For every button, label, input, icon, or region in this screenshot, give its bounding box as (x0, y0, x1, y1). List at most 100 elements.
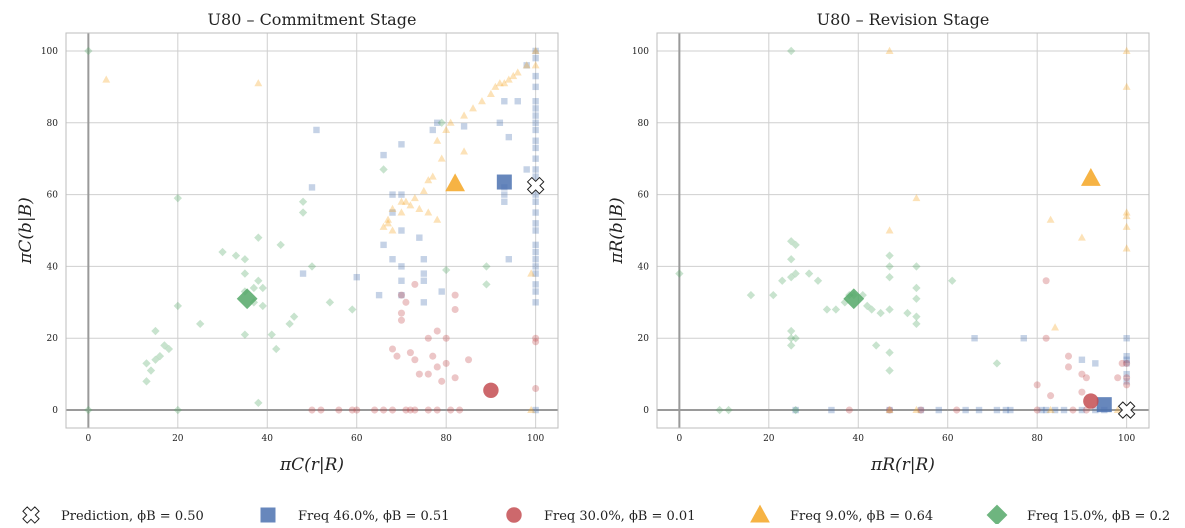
data-point (424, 370, 432, 378)
data-point (348, 305, 357, 314)
x-tick-label: 20 (172, 434, 184, 444)
data-point (371, 406, 379, 414)
data-point (532, 334, 540, 342)
data-point (886, 406, 893, 414)
data-point (787, 46, 796, 56)
legend: Prediction, ϕB = 0.50 Freq 46.0%, ϕB = 0.… (22, 504, 1170, 526)
y-tick-label: 60 (638, 191, 650, 201)
mean-marker-s2 (1083, 393, 1099, 409)
legend-label: Freq 9.0%, ϕB = 0.64 (790, 509, 933, 524)
series-s3 (885, 46, 1131, 414)
x-tick-label: 20 (763, 434, 775, 444)
legend-item-s1: Freq 46.0%, ϕB = 0.51 (260, 507, 449, 524)
data-point (948, 276, 957, 285)
data-point (379, 222, 388, 230)
data-point (451, 305, 459, 314)
data-point (384, 219, 392, 227)
data-point (912, 194, 921, 202)
data-point (420, 270, 428, 277)
data-point (437, 118, 446, 127)
data-point (397, 316, 405, 324)
data-point (397, 197, 406, 205)
data-point (1002, 406, 1010, 414)
data-point (1123, 335, 1130, 342)
data-point (388, 345, 397, 353)
data-point (1122, 208, 1131, 216)
data-point (903, 308, 912, 318)
data-point (858, 290, 867, 300)
legend-marker (22, 506, 40, 524)
data-point (491, 82, 500, 90)
data-point (1064, 363, 1073, 371)
mean-marker-s1 (496, 174, 512, 190)
data-point (218, 247, 227, 257)
data-point (196, 319, 205, 329)
data-point (402, 298, 410, 306)
data-point (424, 406, 432, 414)
data-point (532, 105, 539, 112)
data-point (420, 277, 428, 284)
data-point (433, 406, 441, 414)
data-point (406, 406, 414, 414)
data-point (442, 125, 451, 133)
data-point (1123, 360, 1130, 367)
data-point (388, 204, 397, 212)
data-point (151, 326, 160, 336)
data-point (240, 255, 250, 264)
data-point (1064, 352, 1073, 360)
data-point (885, 262, 894, 271)
data-point (420, 256, 428, 263)
data-point (353, 273, 360, 281)
data-point (380, 406, 388, 414)
data-point (1078, 388, 1086, 396)
data-point (975, 406, 983, 414)
data-point (532, 209, 539, 216)
data-point (1123, 352, 1130, 360)
data-point (1122, 211, 1131, 220)
x-tick-label: 40 (262, 434, 274, 444)
data-point (308, 184, 316, 191)
data-point (389, 191, 396, 198)
legend-item-s4: Freq 15.0%, ϕB = 0.2 (986, 504, 1170, 526)
data-point (1122, 244, 1131, 252)
grid (66, 33, 558, 428)
data-point (1020, 335, 1027, 342)
series-s2 (845, 277, 1131, 414)
data-point (84, 46, 93, 56)
x-tick-label: 40 (853, 434, 865, 444)
data-point (398, 191, 405, 198)
data-point (388, 226, 397, 234)
data-point (317, 406, 325, 414)
data-point (249, 283, 259, 293)
data-point (863, 301, 872, 311)
series-s3 (102, 46, 540, 414)
data-point (885, 366, 894, 375)
legend-marker (506, 507, 522, 523)
data-point (451, 291, 459, 299)
data-point (389, 256, 396, 263)
y-tick-label: 100 (41, 47, 58, 57)
data-point (1123, 356, 1130, 363)
data-point (1046, 215, 1055, 223)
data-point (460, 111, 469, 119)
data-point (912, 283, 921, 293)
data-point (912, 294, 921, 303)
data-point (102, 75, 111, 83)
data-point (1060, 406, 1068, 414)
data-point (523, 166, 530, 173)
data-point (787, 273, 796, 282)
chart-title: U80 – Revision Stage (817, 10, 990, 29)
data-point (375, 291, 383, 299)
data-point (500, 79, 509, 87)
x-tick-label: 0 (85, 434, 91, 444)
data-point (532, 144, 539, 152)
data-point (173, 405, 182, 415)
data-point (285, 319, 294, 329)
data-point (482, 280, 491, 289)
x-tick-label: 60 (942, 434, 954, 444)
data-point (415, 370, 423, 378)
data-point (398, 277, 405, 284)
data-point (308, 406, 316, 414)
data-point (912, 319, 921, 329)
data-point (1078, 356, 1086, 363)
